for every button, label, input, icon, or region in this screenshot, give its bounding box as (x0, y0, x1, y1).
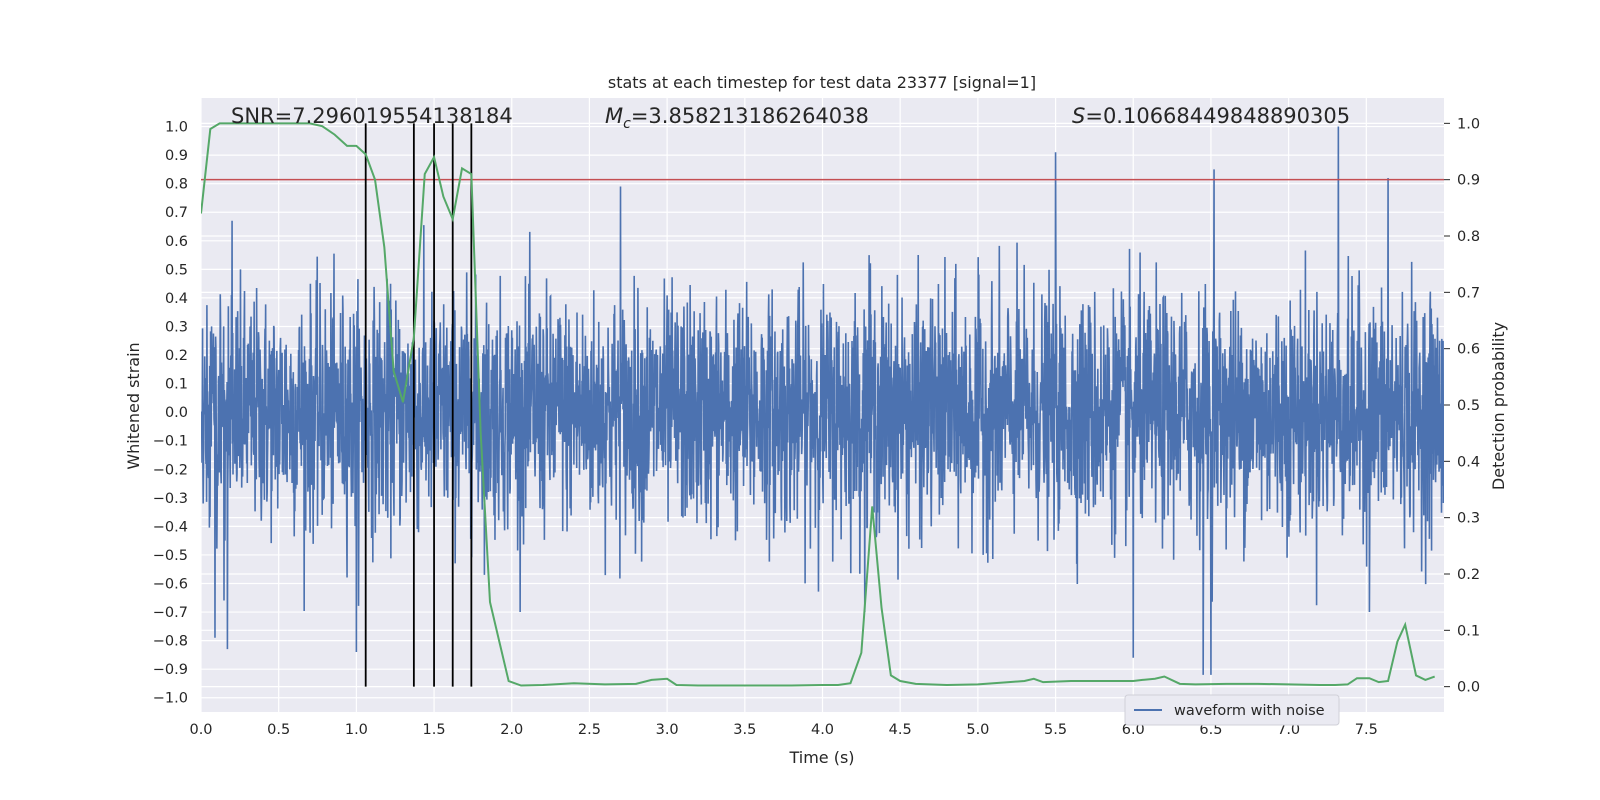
y-tick-label: 0.7 (165, 205, 188, 221)
y2-axis-label: Detection probability (1489, 322, 1508, 490)
y-axis-ticks: −1.0 −0.9 −0.8 −0.7 −0.6 −0.5 −0.4 −0.3 −0.2 −0.1… (153, 120, 188, 707)
y-tick-label: −1.0 (153, 691, 188, 707)
y-tick-label: −0.7 (153, 605, 188, 621)
x-axis-label: Time (s) (788, 748, 854, 767)
y-tick-label: 0.1 (165, 377, 188, 393)
detection-probability-line (201, 122, 1436, 687)
x-tick-label: 7.0 (1277, 722, 1300, 738)
series-detection-probability (201, 122, 1436, 687)
y-tick-label: −0.8 (153, 634, 188, 650)
legend-entry: waveform with noise (1174, 703, 1325, 719)
y2-tick-label: 1.0 (1457, 116, 1480, 132)
y2-tick-label: 0.0 (1457, 680, 1480, 696)
y-tick-label: 0.9 (165, 148, 188, 164)
s-value: =0.10668449848890305 (1085, 104, 1350, 128)
mc-value: =3.858213186264038 (631, 104, 869, 128)
x-tick-label: 1.5 (423, 722, 446, 738)
y-tick-label: −0.9 (153, 662, 188, 678)
y2-tick-label: 0.8 (1457, 229, 1480, 245)
legend: waveform with noise (1124, 694, 1340, 726)
y2-tick-label: 0.6 (1457, 342, 1480, 358)
y-tick-label: −0.1 (153, 434, 188, 450)
y-axis-label: Whitened strain (124, 342, 143, 469)
x-axis-ticks: 0.0 0.5 1.0 1.5 2.0 2.5 3.0 3.5 4.0 4.5 5.0 5.5 6.0 6… (189, 722, 1377, 738)
x-tick-label: 0.0 (189, 722, 212, 738)
x-tick-label: 2.5 (578, 722, 601, 738)
y-tick-label: −0.3 (153, 491, 188, 507)
s-annotation: S=0.10668449848890305 (1072, 104, 1350, 128)
y-tick-label: 0.4 (165, 291, 188, 307)
y2-tick-label: 0.3 (1457, 511, 1480, 527)
x-tick-label: 6.5 (1199, 722, 1222, 738)
y-tick-label: −0.4 (153, 519, 188, 535)
chart-title: stats at each timestep for test data 233… (608, 73, 1036, 92)
x-tick-label: 5.0 (966, 722, 989, 738)
y-tick-label: −0.5 (153, 548, 188, 564)
y2-tick-label: 0.7 (1457, 285, 1480, 301)
x-tick-label: 4.5 (889, 722, 912, 738)
y-tick-label: 0.5 (165, 262, 188, 278)
y-tick-label: 0.0 (165, 405, 188, 421)
x-tick-label: 3.5 (733, 722, 756, 738)
y2-tick-label: 0.9 (1457, 173, 1480, 189)
chirp-mass-annotation: Mc=3.858213186264038 (605, 104, 869, 132)
x-tick-label: 2.0 (500, 722, 523, 738)
y-tick-label: −0.2 (153, 462, 188, 478)
y2-tick-label: 0.2 (1457, 567, 1480, 583)
y2-tick-label: 0.1 (1457, 623, 1480, 639)
mc-symbol: M (605, 104, 623, 128)
mc-subscript: c (623, 116, 631, 132)
snr-annotation: SNR=7.296019554138184 (231, 104, 513, 128)
y2-tick-label: 0.5 (1457, 398, 1480, 414)
x-tick-label: 3.0 (656, 722, 679, 738)
y-tick-label: 0.6 (165, 234, 188, 250)
s-symbol: S (1072, 104, 1085, 128)
x-tick-label: 0.5 (267, 722, 290, 738)
x-tick-label: 4.0 (811, 722, 834, 738)
x-tick-label: 7.5 (1355, 722, 1378, 738)
y-tick-label: 0.2 (165, 348, 188, 364)
y-tick-label: 1.0 (165, 120, 188, 136)
y-tick-label: 0.8 (165, 177, 188, 193)
x-tick-label: 6.0 (1122, 722, 1145, 738)
x-tick-label: 5.5 (1044, 722, 1067, 738)
y-tick-label: 0.3 (165, 319, 188, 335)
x-tick-label: 1.0 (345, 722, 368, 738)
y2-axis-ticks: 0.0 0.1 0.2 0.3 0.4 0.5 0.6 0.7 0.8 0.9 1.0 (1444, 116, 1480, 696)
y-tick-label: −0.6 (153, 576, 188, 592)
y2-tick-label: 0.4 (1457, 454, 1480, 470)
